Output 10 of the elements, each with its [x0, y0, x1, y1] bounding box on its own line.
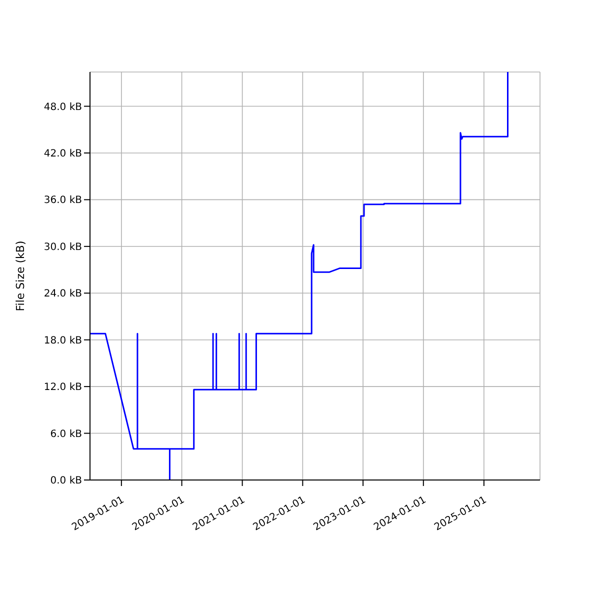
y-tick-label: 36.0 kB: [44, 195, 82, 206]
y-tick-label: 0.0 kB: [50, 476, 82, 487]
y-tick-label: 42.0 kB: [44, 148, 82, 160]
y-tick-label: 24.0 kB: [44, 288, 82, 300]
y-tick-label: 18.0 kB: [44, 335, 82, 346]
y-tick-label: 48.0 kB: [44, 102, 82, 113]
y-tick-label: 30.0 kB: [44, 242, 82, 253]
y-axis-title: File Size (kB): [14, 240, 27, 312]
y-tick-label: 12.0 kB: [44, 382, 82, 394]
y-tick-label: 6.0 kB: [50, 428, 82, 440]
